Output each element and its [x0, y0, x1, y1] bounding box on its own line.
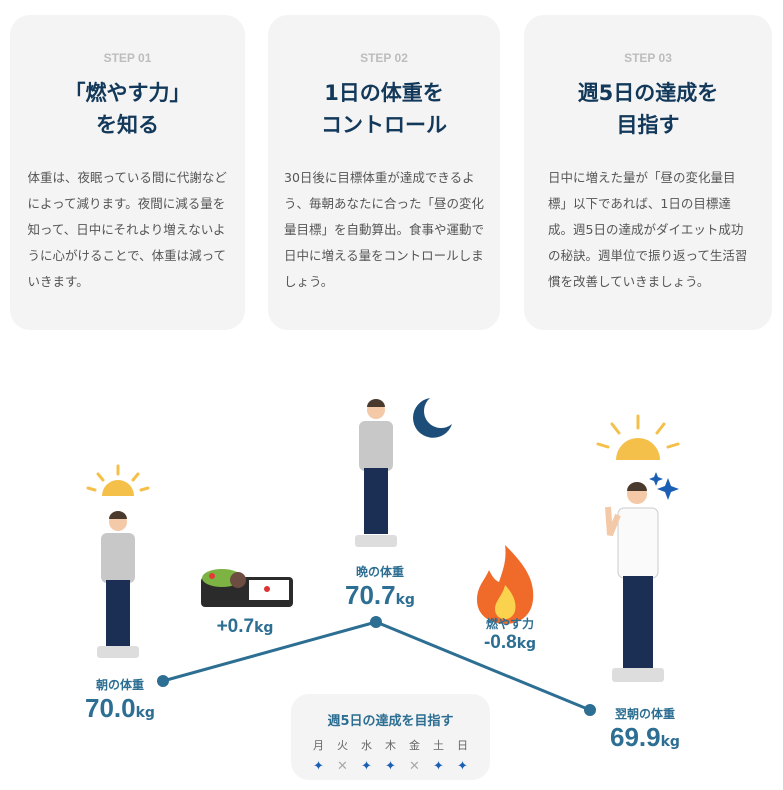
missed-x-icon: ✕ [409, 759, 420, 774]
step-card-2: STEP 02 1日の体重を コントロール 30日後に目標体重が達成できるよう、毎… [268, 15, 500, 330]
step-label: STEP 01 [103, 51, 152, 65]
person-evening-icon [355, 399, 397, 547]
weekday-label: 木 [385, 739, 396, 752]
weekday-item: 金 ✕ [407, 737, 423, 774]
step-body: 30日後に目標体重が達成できるよう、毎朝あなたに合った「昼の変化量目標」を自動算… [284, 170, 485, 289]
weekday-label: 火 [337, 739, 348, 752]
evening-weight: 晩の体重 70.7kg [345, 565, 415, 610]
weekday-item: 土 ✦ [431, 737, 447, 774]
achieved-star-icon: ✦ [385, 759, 396, 774]
weekday-label: 水 [361, 739, 372, 752]
step-body: 体重は、夜眠っている間に代謝などによって減ります。夜間に減る量を知って、日中にそ… [27, 170, 227, 289]
morning-weight: 朝の体重 70.0kg [85, 678, 155, 723]
sun-icon [596, 414, 680, 460]
person-morning-icon [97, 511, 139, 658]
bento-icon [201, 569, 293, 607]
achieved-star-icon: ✦ [313, 759, 324, 774]
step-title: 週5日の達成を 目指す [577, 81, 719, 137]
weekday-label: 日 [457, 739, 468, 752]
next-morning-weight: 翌朝の体重 69.9kg [610, 707, 680, 752]
step-title: 「燃やす力」 を知る [64, 81, 191, 137]
weekday-item: 月 ✦ [311, 737, 327, 774]
weekday-label: 月 [313, 739, 324, 752]
weekday-label: 土 [433, 739, 444, 752]
achieved-star-icon: ✦ [457, 759, 468, 774]
weekly-goal-title: 週5日の達成を目指す [327, 714, 454, 729]
weekly-goal-panel: 週5日の達成を目指す 月 ✦ 火 ✕ 水 ✦ 木 ✦ 金 ✕ 土 ✦ 日 ✦ [291, 694, 490, 780]
gain-amount: +0.7kg [216, 616, 274, 637]
burn-amount: 燃やす力 -0.8kg [483, 617, 537, 653]
weekday-label: 金 [409, 739, 420, 752]
achieved-star-icon: ✦ [361, 759, 372, 774]
step-title: 1日の体重を コントロール [321, 81, 447, 137]
step-label: STEP 02 [360, 51, 408, 65]
sun-icon [86, 464, 150, 496]
weekday-item: 日 ✦ [455, 737, 471, 774]
evening-point [370, 616, 382, 628]
flame-icon [477, 545, 534, 624]
moon-icon [412, 398, 452, 438]
weekday-item: 火 ✕ [335, 737, 351, 774]
person-next-morning-icon [605, 482, 664, 682]
missed-x-icon: ✕ [337, 759, 348, 774]
step-card-3: STEP 03 週5日の達成を 目指す 日中に増えた量が「昼の変化量目標」以下であ… [524, 15, 772, 330]
weekday-list: 月 ✦ 火 ✕ 水 ✦ 木 ✦ 金 ✕ 土 ✦ 日 ✦ [291, 737, 490, 774]
step-card-1: STEP 01 「燃やす力」 を知る 体重は、夜眠っている間に代謝などによって減り… [10, 15, 245, 330]
step-label: STEP 03 [624, 51, 672, 65]
morning-point [157, 675, 169, 687]
weekday-item: 水 ✦ [359, 737, 375, 774]
achieved-star-icon: ✦ [433, 759, 444, 774]
weekday-item: 木 ✦ [383, 737, 399, 774]
next-point [584, 704, 596, 716]
sparkle-icon [649, 472, 679, 500]
step-body: 日中に増えた量が「昼の変化量目標」以下であれば、1日の目標達成。週5日の達成がダ… [548, 170, 748, 289]
